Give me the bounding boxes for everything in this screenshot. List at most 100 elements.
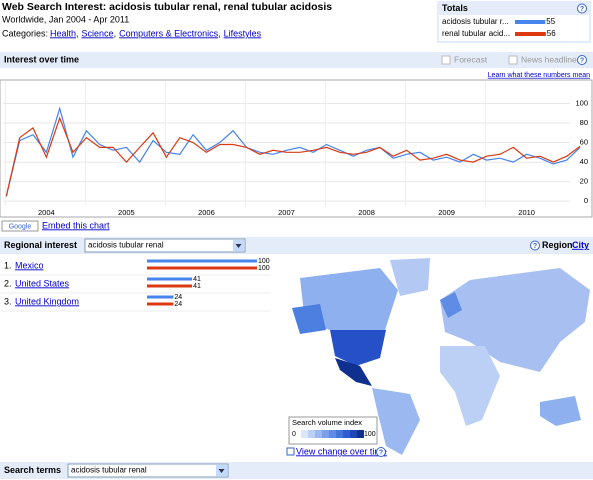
region-bar [147, 302, 174, 306]
google-badge: Google [9, 223, 32, 230]
region-bar [147, 295, 174, 299]
help-icon: ? [379, 449, 383, 456]
x-tick-label: 2004 [38, 208, 55, 217]
legend-swatch [301, 430, 308, 438]
series-line [5, 106, 581, 197]
country [292, 304, 326, 334]
help-icon: ? [580, 57, 584, 64]
y-tick-label: 80 [580, 118, 588, 127]
expand-icon[interactable] [286, 447, 295, 456]
y-tick-label: 40 [580, 157, 588, 166]
city-link[interactable]: City [572, 240, 589, 250]
change-link[interactable]: View change over time [296, 446, 387, 456]
legend-swatch [308, 430, 315, 438]
country [300, 268, 398, 330]
help-icon[interactable] [376, 447, 386, 457]
separator: , [218, 28, 221, 38]
region-value: 24 [174, 294, 182, 301]
category-link[interactable]: Health [50, 28, 76, 38]
total-term: renal tubular acid... [442, 29, 510, 38]
y-tick-label: 20 [580, 177, 588, 186]
rank: 1. [4, 260, 12, 270]
x-tick-label: 2008 [358, 208, 375, 217]
legend-swatch [350, 430, 357, 438]
help-icon[interactable] [577, 3, 587, 14]
region-label: Region [542, 240, 573, 250]
region-value: 100 [258, 258, 270, 265]
series-line [5, 116, 581, 197]
country [335, 358, 372, 386]
region-link[interactable]: United States [15, 278, 70, 288]
country [440, 292, 462, 318]
learn-link[interactable]: Learn what these numbers mean [488, 72, 590, 79]
country [440, 346, 500, 426]
totals-title: Totals [442, 3, 468, 13]
x-tick-label: 2005 [118, 208, 135, 217]
total-bar [515, 32, 546, 36]
rank: 2. [4, 278, 12, 288]
location-range: Worldwide, Jan 2004 - Apr 2011 [2, 14, 129, 24]
region-link[interactable]: United Kingdom [15, 296, 79, 306]
interest-header [0, 52, 593, 68]
region-link[interactable]: Mexico [15, 260, 44, 270]
categories-label: Categories: [2, 28, 48, 38]
region-value: 41 [193, 276, 201, 283]
forecast-label: Forecast [454, 54, 488, 64]
x-tick-label: 2010 [518, 208, 535, 217]
legend-swatch [329, 430, 336, 438]
country [330, 330, 386, 366]
term-select[interactable] [84, 238, 246, 253]
category-link[interactable]: Science [82, 28, 114, 38]
x-tick-label: 2007 [278, 208, 295, 217]
country [372, 388, 420, 455]
section-title: Search terms [4, 465, 61, 475]
section-title: Regional interest [4, 240, 77, 250]
help-icon: ? [533, 243, 537, 250]
region-bar [147, 266, 257, 270]
help-icon: ? [580, 6, 584, 13]
legend-min: 0 [292, 431, 296, 438]
checkbox[interactable] [441, 55, 451, 65]
x-tick-label: 2009 [438, 208, 455, 217]
term-select[interactable] [67, 463, 229, 478]
legend-swatch [336, 430, 343, 438]
checkbox[interactable] [508, 55, 518, 65]
totals-header [438, 2, 590, 15]
country [540, 396, 581, 426]
category-link[interactable]: Lifestyles [224, 28, 262, 38]
arrow-icon [218, 469, 225, 473]
help-icon[interactable] [577, 55, 587, 65]
separator: , [76, 28, 79, 38]
region-bar [147, 284, 193, 288]
category-link[interactable]: Computers & Electronics [119, 28, 219, 38]
total-value: 55 [546, 17, 555, 26]
y-tick-label: 60 [580, 138, 588, 147]
country [390, 258, 430, 296]
section-title: Interest over time [4, 54, 79, 64]
legend-swatch [315, 430, 322, 438]
legend-title: Search volume index [292, 418, 362, 427]
separator: , [114, 28, 117, 38]
legend-max: 100 [364, 431, 376, 438]
region-value: 100 [258, 265, 270, 272]
help-icon[interactable] [530, 240, 540, 251]
region-value: 41 [193, 283, 201, 290]
selected-term: acidosis tubular renal [88, 241, 164, 250]
legend-swatch [357, 430, 364, 438]
x-tick-label: 2006 [198, 208, 215, 217]
google-badge[interactable] [1, 220, 39, 232]
total-bar [515, 20, 546, 24]
page-title: Web Search Interest: acidosis tubular re… [2, 1, 332, 13]
region-bar [147, 259, 257, 263]
region-bar [147, 277, 193, 281]
embed-link[interactable]: Embed this chart [42, 220, 110, 230]
total-value: 56 [547, 29, 556, 38]
y-tick-label: 100 [575, 98, 588, 107]
selected-term: acidosis tubular renal [71, 466, 147, 475]
news-label: News headlines [521, 54, 581, 64]
total-term: acidosis tubular r... [442, 17, 509, 26]
legend-swatch [322, 430, 329, 438]
region-value: 24 [174, 301, 182, 308]
rank: 3. [4, 296, 12, 306]
